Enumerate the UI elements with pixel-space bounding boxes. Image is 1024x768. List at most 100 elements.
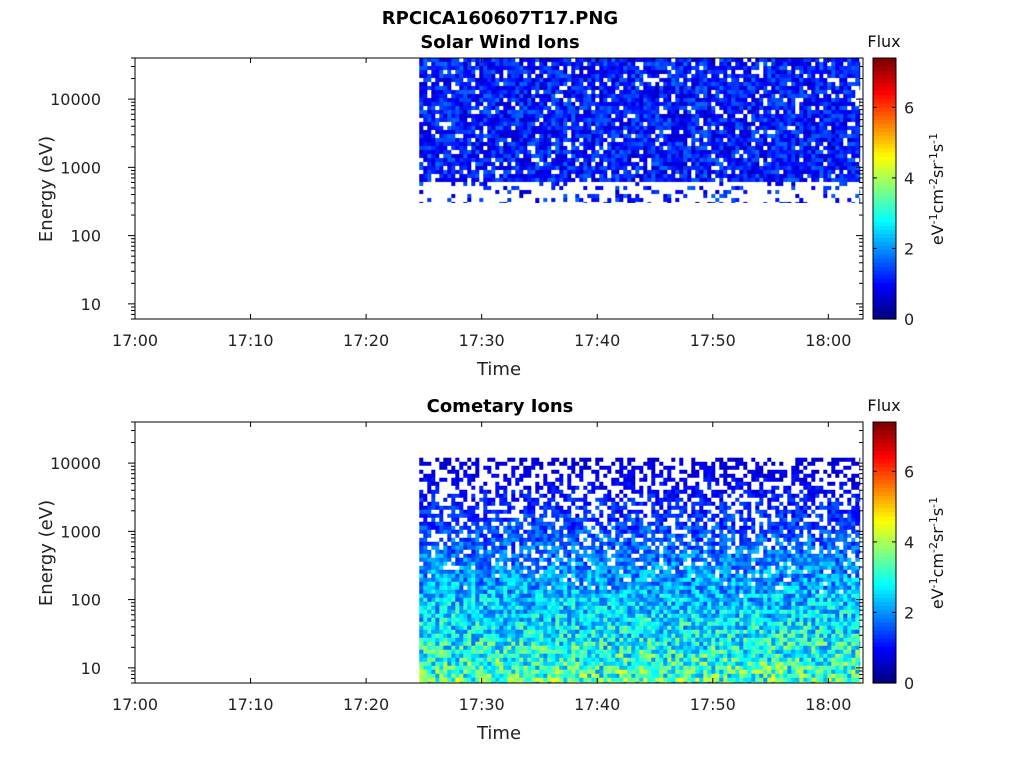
- colorbar-segment: [873, 560, 896, 566]
- colorbar-segment: [873, 261, 896, 267]
- colorbar-segment: [873, 265, 896, 271]
- colorbar-segment: [873, 499, 896, 505]
- panel-cometary: Cometary Ions 17:00 17:10 17:20 17:30 17:40 1…: [36, 396, 947, 744]
- colorbar-segment: [873, 462, 896, 468]
- colorbar-segment: [873, 483, 896, 488]
- colorbar-segment: [873, 466, 896, 472]
- colorbar-tick-label: 0: [904, 310, 914, 329]
- colorbar-title-solar-wind: Flux: [867, 32, 900, 51]
- colorbar-segment: [873, 621, 896, 627]
- y-tick-label: 10000: [50, 90, 101, 109]
- colorbar-tick-label: 0: [904, 674, 914, 693]
- heatmap-cells: [419, 457, 861, 683]
- colorbar-segment: [873, 515, 896, 521]
- colorbar-frame: [872, 421, 897, 684]
- colorbar-segment: [873, 62, 896, 67]
- y-tick-label: 10: [81, 659, 101, 678]
- colorbar-segment: [873, 617, 896, 623]
- x-tick-label: 17:50: [690, 695, 736, 714]
- colorbar-segment: [873, 225, 896, 230]
- colorbar-segment: [873, 532, 896, 537]
- colorbar-segment: [873, 253, 896, 259]
- colorbar-segment: [873, 422, 896, 427]
- colorbar-segment: [873, 221, 896, 226]
- colorbar-segment: [873, 106, 896, 112]
- colorbar-segment: [873, 613, 896, 619]
- colorbar-segment: [873, 470, 896, 476]
- heatmap-cells: [419, 58, 861, 203]
- colorbar-label-cometary: eV-1cm-2sr-1s-1: [927, 497, 947, 609]
- colorbar-segment: [873, 306, 896, 312]
- colorbar-segment: [873, 601, 896, 607]
- colorbar-segment: [873, 241, 896, 247]
- plot-frame-cometary: [134, 421, 864, 684]
- colorbar-segment: [873, 658, 896, 664]
- colorbar-segment: [873, 90, 896, 96]
- colorbar-segment: [873, 278, 896, 283]
- colorbar-segment: [873, 233, 896, 239]
- panel-title-cometary: Cometary Ions: [427, 396, 574, 417]
- colorbar-segment: [873, 544, 896, 550]
- colorbar-segment: [873, 650, 896, 656]
- colorbar-segment: [873, 298, 896, 304]
- colorbar-tick-label: 6: [904, 98, 914, 117]
- x-tick-label: 17:10: [228, 331, 274, 350]
- colorbar-segment: [873, 164, 896, 169]
- colorbar-segment: [873, 625, 896, 631]
- colorbar-segment: [873, 208, 896, 214]
- colorbar-segment: [873, 139, 896, 145]
- colorbar-segment: [873, 159, 896, 165]
- colorbar-segment: [873, 572, 896, 578]
- colorbar-segment: [873, 245, 896, 251]
- colorbar-segment: [873, 270, 896, 275]
- x-tick-label: 17:20: [343, 695, 389, 714]
- colorbar-segment: [873, 86, 896, 92]
- x-tick-label: 18:00: [805, 695, 851, 714]
- colorbar-segment: [873, 605, 896, 611]
- colorbar-segment: [873, 257, 896, 263]
- colorbar-segment: [873, 511, 896, 517]
- colorbar-segment: [873, 290, 896, 296]
- colorbar-segment: [873, 597, 896, 603]
- colorbar-segment: [873, 82, 896, 88]
- colorbar-segment: [873, 568, 896, 574]
- x-tick-label: 17:40: [574, 331, 620, 350]
- x-tick-label: 17:00: [112, 695, 158, 714]
- y-tick-label: 100: [70, 227, 101, 246]
- colorbar-segment: [873, 196, 896, 202]
- colorbar-segment: [873, 662, 896, 668]
- colorbar-segment: [873, 585, 896, 590]
- colorbar-segment: [873, 666, 896, 672]
- colorbar-segment: [873, 74, 896, 79]
- colorbar-segment: [873, 172, 896, 177]
- colorbar-segment: [873, 78, 896, 84]
- colorbar-segment: [873, 634, 896, 639]
- colorbar-segment: [873, 212, 896, 218]
- colorbar-segment: [873, 102, 896, 108]
- axes-cometary: 17:00 17:10 17:20 17:30 17:40 17:50 18:00 10 100…: [50, 421, 863, 714]
- colorbar-segment: [873, 479, 896, 484]
- colorbar-segment: [873, 286, 896, 292]
- x-tick-label: 17:40: [574, 695, 620, 714]
- x-axis-label-solar-wind: Time: [476, 359, 521, 380]
- colorbar-segment: [873, 629, 896, 635]
- colorbar-segment: [873, 519, 896, 525]
- colorbar-segment: [873, 503, 896, 509]
- colorbar-segment: [873, 434, 896, 439]
- x-tick-label: 18:00: [805, 331, 851, 350]
- y-tick-label: 100: [70, 591, 101, 610]
- y-tick-label: 10: [81, 295, 101, 314]
- colorbar-segment: [873, 58, 896, 63]
- colorbar-segment: [873, 314, 896, 320]
- colorbar-segment: [873, 552, 896, 558]
- x-axis-label-cometary: Time: [476, 723, 521, 744]
- colorbar-segment: [873, 184, 896, 190]
- figure-title: RPCICA160607T17.PNG: [382, 8, 618, 29]
- colorbar-segment: [873, 487, 896, 492]
- colorbar-segment: [873, 70, 896, 75]
- colorbar-tick-label: 4: [904, 169, 914, 188]
- colorbar-segment: [873, 642, 896, 647]
- colorbar-segment: [873, 638, 896, 643]
- colorbar-segment: [873, 229, 896, 234]
